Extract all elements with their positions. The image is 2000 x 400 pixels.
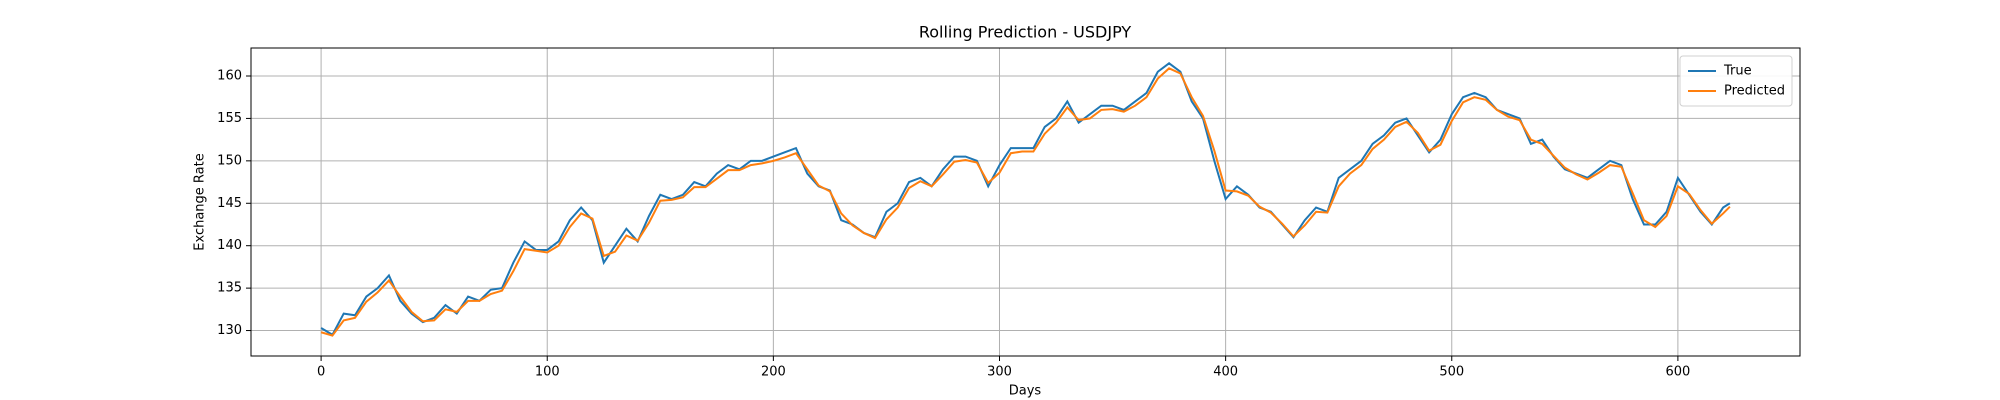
y-tick-label: 160 bbox=[217, 69, 242, 84]
x-tick-label: 500 bbox=[1439, 365, 1464, 380]
y-tick-label: 145 bbox=[217, 196, 242, 211]
line-series bbox=[320, 67, 1731, 337]
y-tick-label: 130 bbox=[217, 323, 242, 338]
x-tick-label: 400 bbox=[1213, 365, 1238, 380]
x-axis-label: Days bbox=[1009, 384, 1042, 399]
line-series bbox=[320, 62, 1731, 337]
x-tick-label: 0 bbox=[317, 365, 325, 380]
legend-label: Predicted bbox=[1724, 84, 1785, 99]
x-tick-label: 300 bbox=[987, 365, 1012, 380]
y-tick-label: 155 bbox=[217, 111, 242, 126]
chart-title: Rolling Prediction - USDJPY bbox=[919, 23, 1132, 42]
legend: True Predicted bbox=[1679, 55, 1793, 107]
legend-label: True bbox=[1723, 64, 1752, 79]
plot-frame bbox=[250, 47, 1801, 357]
x-tick-label: 100 bbox=[535, 365, 560, 380]
legend-box bbox=[1679, 55, 1793, 107]
y-tick-label: 150 bbox=[217, 153, 242, 168]
x-tick-label: 600 bbox=[1665, 365, 1690, 380]
y-tick-label: 135 bbox=[217, 281, 242, 296]
y-tick-label: 140 bbox=[217, 238, 242, 253]
x-tick-label: 200 bbox=[761, 365, 786, 380]
y-axis-label: Exchange Rate bbox=[193, 153, 208, 250]
